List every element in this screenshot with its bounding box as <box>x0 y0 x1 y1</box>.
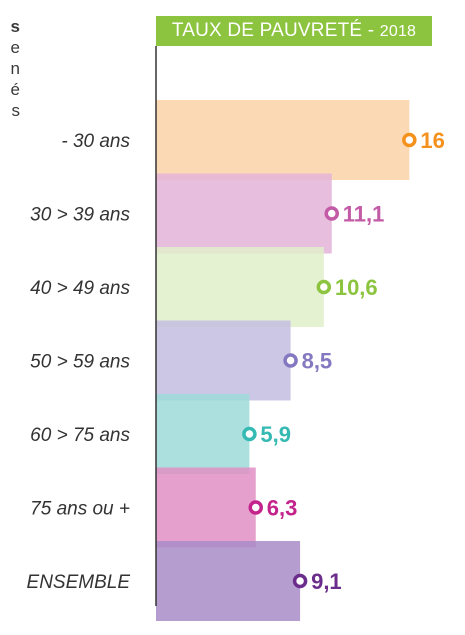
bar <box>156 173 332 254</box>
data-point-marker <box>316 279 332 295</box>
data-point-marker <box>283 353 298 368</box>
data-label: 5,9 <box>260 422 291 447</box>
category-label: 50 > 59 ans <box>30 352 130 373</box>
category-label: 40 > 49 ans <box>30 278 130 299</box>
data-point-marker <box>248 500 263 515</box>
bar <box>156 394 250 474</box>
data-label: 10,6 <box>335 275 378 300</box>
data-point-marker <box>292 573 308 589</box>
bar <box>156 541 301 621</box>
cropped-text-fragment: e <box>10 38 20 57</box>
category-label: ENSEMBLE <box>27 572 131 593</box>
cropped-text-fragment: s <box>11 101 21 120</box>
data-label: 8,5 <box>302 349 333 374</box>
cropped-text-fragment: s <box>10 17 20 36</box>
title-year: 2018 <box>379 23 417 40</box>
category-label: - 30 ans <box>61 131 130 152</box>
data-label: 16 <box>420 128 444 153</box>
data-point-marker <box>324 206 339 221</box>
chart-title: TAUX DE PAUVRETÉ - 2018 <box>156 16 432 46</box>
data-point-marker <box>242 426 257 442</box>
title-main: TAUX DE PAUVRETÉ <box>171 20 363 41</box>
category-label: 75 ans ou + <box>30 499 130 520</box>
data-point-marker <box>402 132 417 148</box>
data-label: 6,3 <box>267 496 298 521</box>
bar <box>156 100 410 180</box>
category-label: 30 > 39 ans <box>30 205 130 226</box>
data-label: 9,1 <box>311 569 342 594</box>
cropped-text-fragment: é <box>10 80 20 99</box>
bar <box>156 467 256 548</box>
cropped-text-fragment: n <box>10 59 20 78</box>
category-label: 60 > 75 ans <box>30 425 130 446</box>
title-separator: - <box>362 20 380 41</box>
bar <box>156 247 324 327</box>
bar <box>156 320 291 401</box>
data-label: 11,1 <box>343 202 385 227</box>
